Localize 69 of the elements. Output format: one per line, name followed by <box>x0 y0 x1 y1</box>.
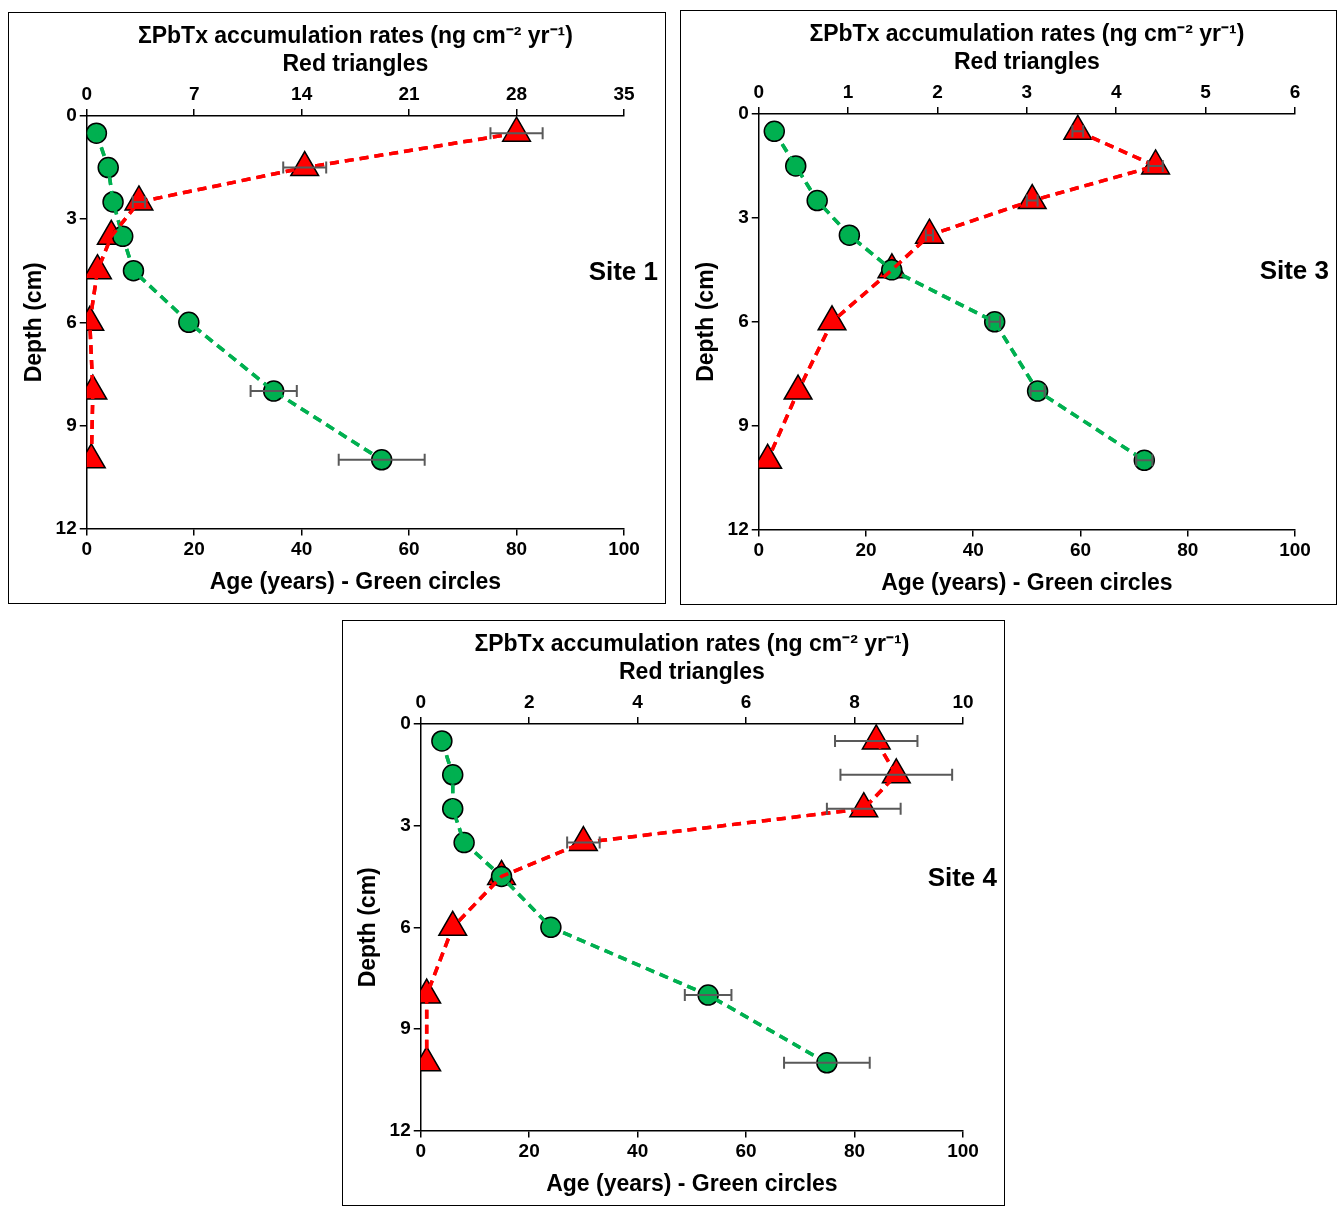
x2-tick-label: 8 <box>849 690 860 712</box>
x2-axis-title: ΣPbTx accumulation rates (ng cm⁻² yr⁻¹) Red triangles <box>137 22 573 76</box>
y-tick-label: 3 <box>738 206 749 228</box>
x2-tick-label: 0 <box>81 82 93 104</box>
y-axis-title: Depth (cm) <box>20 262 47 383</box>
x2-tick-label: 3 <box>1021 80 1033 102</box>
y-tick-label: 9 <box>738 413 749 435</box>
x-tick-label: 60 <box>735 1140 757 1162</box>
x-axis-title: Age (years) - Green circles <box>546 1169 838 1196</box>
y-tick-label: 12 <box>55 516 77 538</box>
point <box>97 156 119 179</box>
x-tick-label: 0 <box>415 1140 427 1162</box>
y-tick-label: 12 <box>389 1118 411 1140</box>
annotation: Site 1 <box>588 255 658 286</box>
x2-tick-label: 2 <box>932 80 943 102</box>
x-tick-label: 100 <box>947 1140 979 1162</box>
x-axis-title: Age (years) - Green circles <box>209 567 502 594</box>
y-tick-label: 0 <box>738 102 749 124</box>
x2-tick-label: 21 <box>398 82 421 104</box>
x-tick-label: 0 <box>753 539 765 561</box>
x2-tick-label: 1 <box>842 80 854 102</box>
y-tick-label: 0 <box>400 712 411 734</box>
x-tick-label: 40 <box>291 538 313 560</box>
y-tick-label: 6 <box>400 915 411 937</box>
x2-tick-label: 0 <box>753 80 765 102</box>
x2-tick-label: 35 <box>613 82 635 104</box>
x-tick-label: 0 <box>81 538 93 560</box>
x2-tick-label: 2 <box>523 690 535 712</box>
annotation: Site 3 <box>1259 255 1329 286</box>
x-tick-label: 80 <box>1177 539 1199 561</box>
x2-tick-label: 4 <box>632 690 644 712</box>
x2-tick-label: 6 <box>1289 80 1301 102</box>
x-tick-label: 80 <box>505 538 528 560</box>
y-tick-label: 12 <box>727 517 749 539</box>
y-axis-title: Depth (cm) <box>354 867 381 988</box>
point <box>431 730 453 752</box>
y-axis-title: Depth (cm) <box>692 261 719 382</box>
x-tick-label: 20 <box>518 1140 540 1162</box>
x2-tick-label: 0 <box>415 690 427 712</box>
x-tick-label: 60 <box>398 538 420 560</box>
point <box>763 120 786 143</box>
x2-tick-label: 28 <box>505 82 528 104</box>
x2-tick-label: 5 <box>1200 80 1212 102</box>
x2-axis-title: ΣPbTx accumulation rates (ng cm⁻² yr⁻¹) Red triangles <box>474 630 910 684</box>
x2-tick-label: 7 <box>188 82 200 104</box>
point <box>86 122 108 144</box>
x-tick-label: 20 <box>183 538 205 560</box>
y-tick-label: 3 <box>66 207 77 229</box>
x-axis-title: Age (years) - Green circles <box>881 568 1173 595</box>
annotation: Site 4 <box>927 861 998 892</box>
y-tick-label: 9 <box>400 1017 411 1039</box>
point <box>983 311 1006 333</box>
x-tick-label: 60 <box>1069 539 1092 561</box>
x-tick-label: 80 <box>843 1140 866 1162</box>
x-tick-label: 100 <box>608 538 640 560</box>
x-tick-label: 40 <box>627 1140 649 1162</box>
x-tick-label: 40 <box>962 539 984 561</box>
y-tick-label: 6 <box>66 310 77 332</box>
x2-tick-label: 4 <box>1110 80 1122 102</box>
y-tick-label: 3 <box>400 813 411 835</box>
point <box>441 764 464 786</box>
x2-axis-title: ΣPbTx accumulation rates (ng cm⁻² yr⁻¹) Red triangles <box>809 20 1245 74</box>
x-tick-label: 20 <box>855 539 877 561</box>
x-tick-label: 100 <box>1279 539 1311 561</box>
y-tick-label: 6 <box>738 310 749 332</box>
x2-tick-label: 10 <box>952 690 974 712</box>
y-tick-label: 0 <box>66 104 77 126</box>
y-tick-label: 9 <box>66 413 77 435</box>
x2-tick-label: 14 <box>291 82 313 104</box>
